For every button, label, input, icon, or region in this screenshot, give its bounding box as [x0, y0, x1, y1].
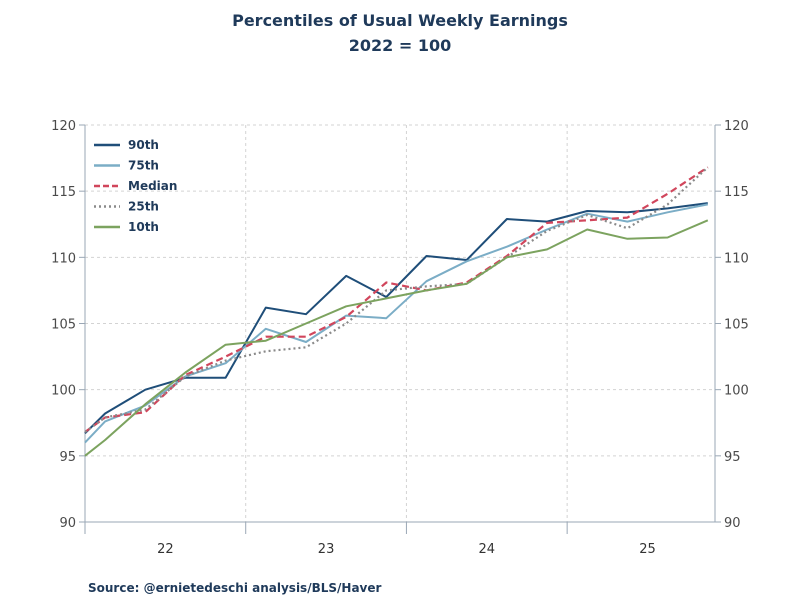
x-tick-label: 24	[479, 542, 496, 557]
y-tick-label-left: 110	[51, 251, 76, 266]
x-tick-label: 23	[318, 542, 335, 557]
series-lines	[84, 166, 709, 457]
y-tick-label-left: 115	[51, 185, 76, 200]
axis-ticks: 90 90 95 95 100 100 105 105 110 110 115 115 120 120 22…	[51, 119, 749, 557]
y-tick-label-left: 100	[51, 384, 76, 399]
x-tick-label: 25	[639, 542, 656, 557]
chart-subtitle: 2022 = 100	[349, 36, 451, 55]
legend-label-10th: 10th	[128, 220, 159, 234]
y-tick-label-left: 95	[59, 450, 76, 465]
legend-label-median: Median	[128, 179, 177, 193]
series-line-10th	[84, 219, 709, 457]
y-tick-label-right: 120	[724, 119, 749, 134]
y-tick-label-left: 90	[59, 516, 76, 531]
y-tick-label-right: 105	[724, 318, 749, 333]
y-tick-label-right: 100	[724, 384, 749, 399]
series-line-90th	[84, 202, 708, 435]
gridlines	[85, 124, 715, 522]
y-tick-label-left: 105	[51, 318, 76, 333]
legend-label-25th: 25th	[128, 200, 159, 214]
x-tick-label: 22	[157, 542, 174, 557]
series-line-25th	[84, 166, 709, 433]
y-tick-label-right: 95	[724, 450, 741, 465]
legend: 90th 75th Median 25th 10th	[94, 138, 177, 234]
source-note: Source: @ernietedeschi analysis/BLS/Have…	[88, 581, 381, 595]
y-tick-label-right: 115	[724, 185, 749, 200]
chart-title: Percentiles of Usual Weekly Earnings	[232, 11, 568, 30]
legend-label-90th: 90th	[128, 138, 159, 152]
y-tick-label-left: 120	[51, 119, 76, 134]
legend-label-75th: 75th	[128, 159, 159, 173]
y-tick-label-right: 110	[724, 251, 749, 266]
series-line-median	[84, 166, 709, 433]
y-tick-label-right: 90	[724, 516, 741, 531]
